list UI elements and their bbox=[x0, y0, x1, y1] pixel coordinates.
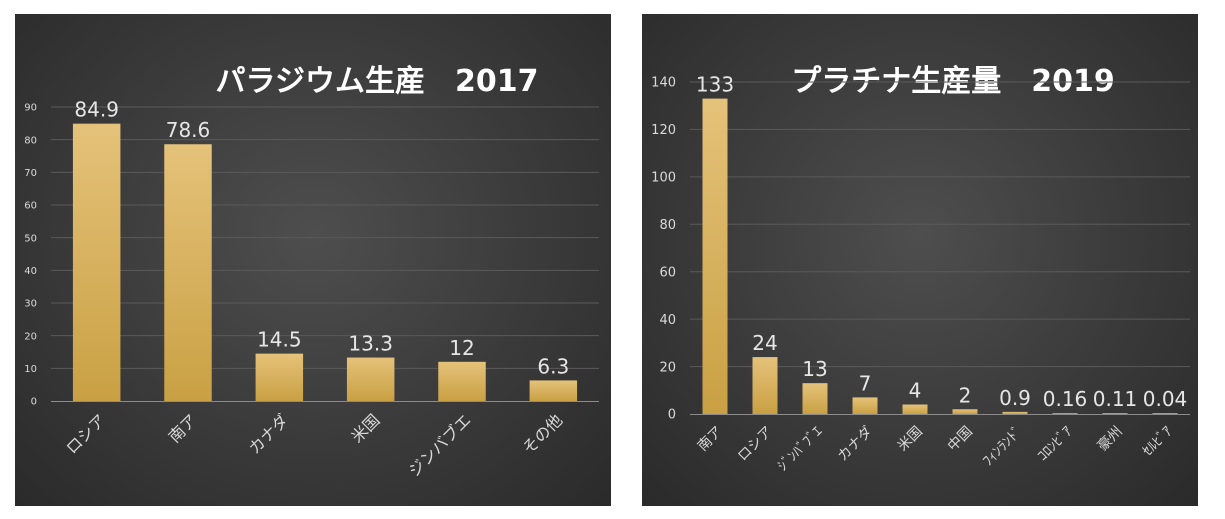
category-label: 豪州 bbox=[1095, 424, 1126, 455]
data-label: 7 bbox=[859, 371, 872, 395]
bar bbox=[72, 123, 121, 401]
data-label: 0.11 bbox=[1093, 387, 1138, 411]
data-label: 14.5 bbox=[257, 328, 302, 352]
y-tick-label: 100 bbox=[651, 171, 676, 186]
category-label: ｾﾙﾋﾞｱ bbox=[1140, 424, 1176, 460]
category-label: ロシア bbox=[735, 424, 776, 465]
y-tick-label: 50 bbox=[24, 233, 37, 244]
chart-title: パラジウム生産 2017 bbox=[216, 64, 539, 99]
y-tick-label: 140 bbox=[651, 76, 676, 91]
category-label: 米国 bbox=[895, 424, 926, 455]
category-label: ｼﾞﾝﾊﾞﾌﾞｴ bbox=[775, 424, 826, 475]
category-label: ロシア bbox=[62, 410, 109, 457]
y-tick-label: 0 bbox=[31, 397, 37, 408]
bar bbox=[255, 353, 304, 401]
y-tick-label: 20 bbox=[659, 360, 676, 375]
category-label: 米国 bbox=[347, 410, 383, 446]
bar bbox=[802, 383, 828, 414]
palladium-chart-svg: パラジウム生産 2017 0 10 20 30 40 50 60 70 80 90 84.9 ロシア 78… bbox=[24, 64, 599, 480]
bar bbox=[529, 380, 578, 401]
data-label: 6.3 bbox=[537, 354, 569, 378]
bar bbox=[1052, 413, 1078, 414]
palladium-chart: パラジウム生産 2017 0 10 20 30 40 50 60 70 80 90 84.9 ロシア 78… bbox=[15, 14, 611, 506]
data-label: 84.9 bbox=[74, 98, 119, 122]
data-label: 78.6 bbox=[166, 118, 211, 142]
bar bbox=[752, 357, 778, 414]
data-label: 13.3 bbox=[348, 332, 393, 356]
bar bbox=[702, 98, 728, 414]
data-label: 0.9 bbox=[999, 386, 1031, 410]
bar bbox=[164, 144, 212, 402]
bar bbox=[902, 404, 928, 414]
data-label: 4 bbox=[909, 379, 922, 403]
data-label: 0.16 bbox=[1043, 387, 1088, 411]
y-tick-label: 80 bbox=[659, 218, 676, 233]
y-tick-label: 30 bbox=[24, 299, 37, 310]
category-label: 中国 bbox=[945, 424, 976, 455]
category-label: その他 bbox=[519, 410, 566, 457]
y-tick-label: 20 bbox=[24, 331, 37, 342]
data-label: 13 bbox=[802, 357, 827, 381]
category-label: ジンバブエ bbox=[405, 410, 475, 480]
bar bbox=[1152, 413, 1178, 414]
y-tick-label: 120 bbox=[651, 123, 676, 138]
data-label: 2 bbox=[959, 383, 972, 407]
data-label: 0.04 bbox=[1143, 387, 1188, 411]
y-tick-label: 60 bbox=[659, 265, 676, 280]
data-label: 12 bbox=[449, 336, 474, 360]
y-tick-label: 40 bbox=[659, 313, 676, 328]
category-label: 南ア bbox=[165, 410, 201, 446]
category-label: 南ア bbox=[695, 424, 726, 455]
bar bbox=[438, 361, 486, 401]
platinum-chart: プラチナ生産量 2019 0 20 40 60 80 100 120 140 133 南ア 24 ロシア… bbox=[642, 14, 1198, 506]
y-tick-label: 0 bbox=[668, 408, 676, 423]
category-label: カナダ bbox=[245, 410, 292, 457]
y-tick-label: 80 bbox=[24, 135, 37, 146]
data-label: 24 bbox=[752, 331, 777, 355]
bar bbox=[952, 409, 978, 414]
bar bbox=[346, 357, 395, 401]
bar bbox=[852, 397, 878, 414]
y-tick-label: 40 bbox=[24, 266, 37, 277]
category-label: カナダ bbox=[835, 424, 876, 465]
data-label: 133 bbox=[696, 73, 734, 97]
y-tick-label: 60 bbox=[24, 201, 37, 212]
category-label: ﾌｨﾝﾗﾝﾄﾞ bbox=[980, 424, 1026, 470]
y-tick-label: 90 bbox=[24, 103, 37, 114]
bar bbox=[1002, 411, 1028, 414]
bar bbox=[1102, 413, 1128, 414]
category-label: ｺﾛﾝﾋﾞｱ bbox=[1035, 424, 1076, 465]
y-tick-label: 70 bbox=[24, 168, 37, 179]
y-tick-label: 10 bbox=[24, 364, 37, 375]
